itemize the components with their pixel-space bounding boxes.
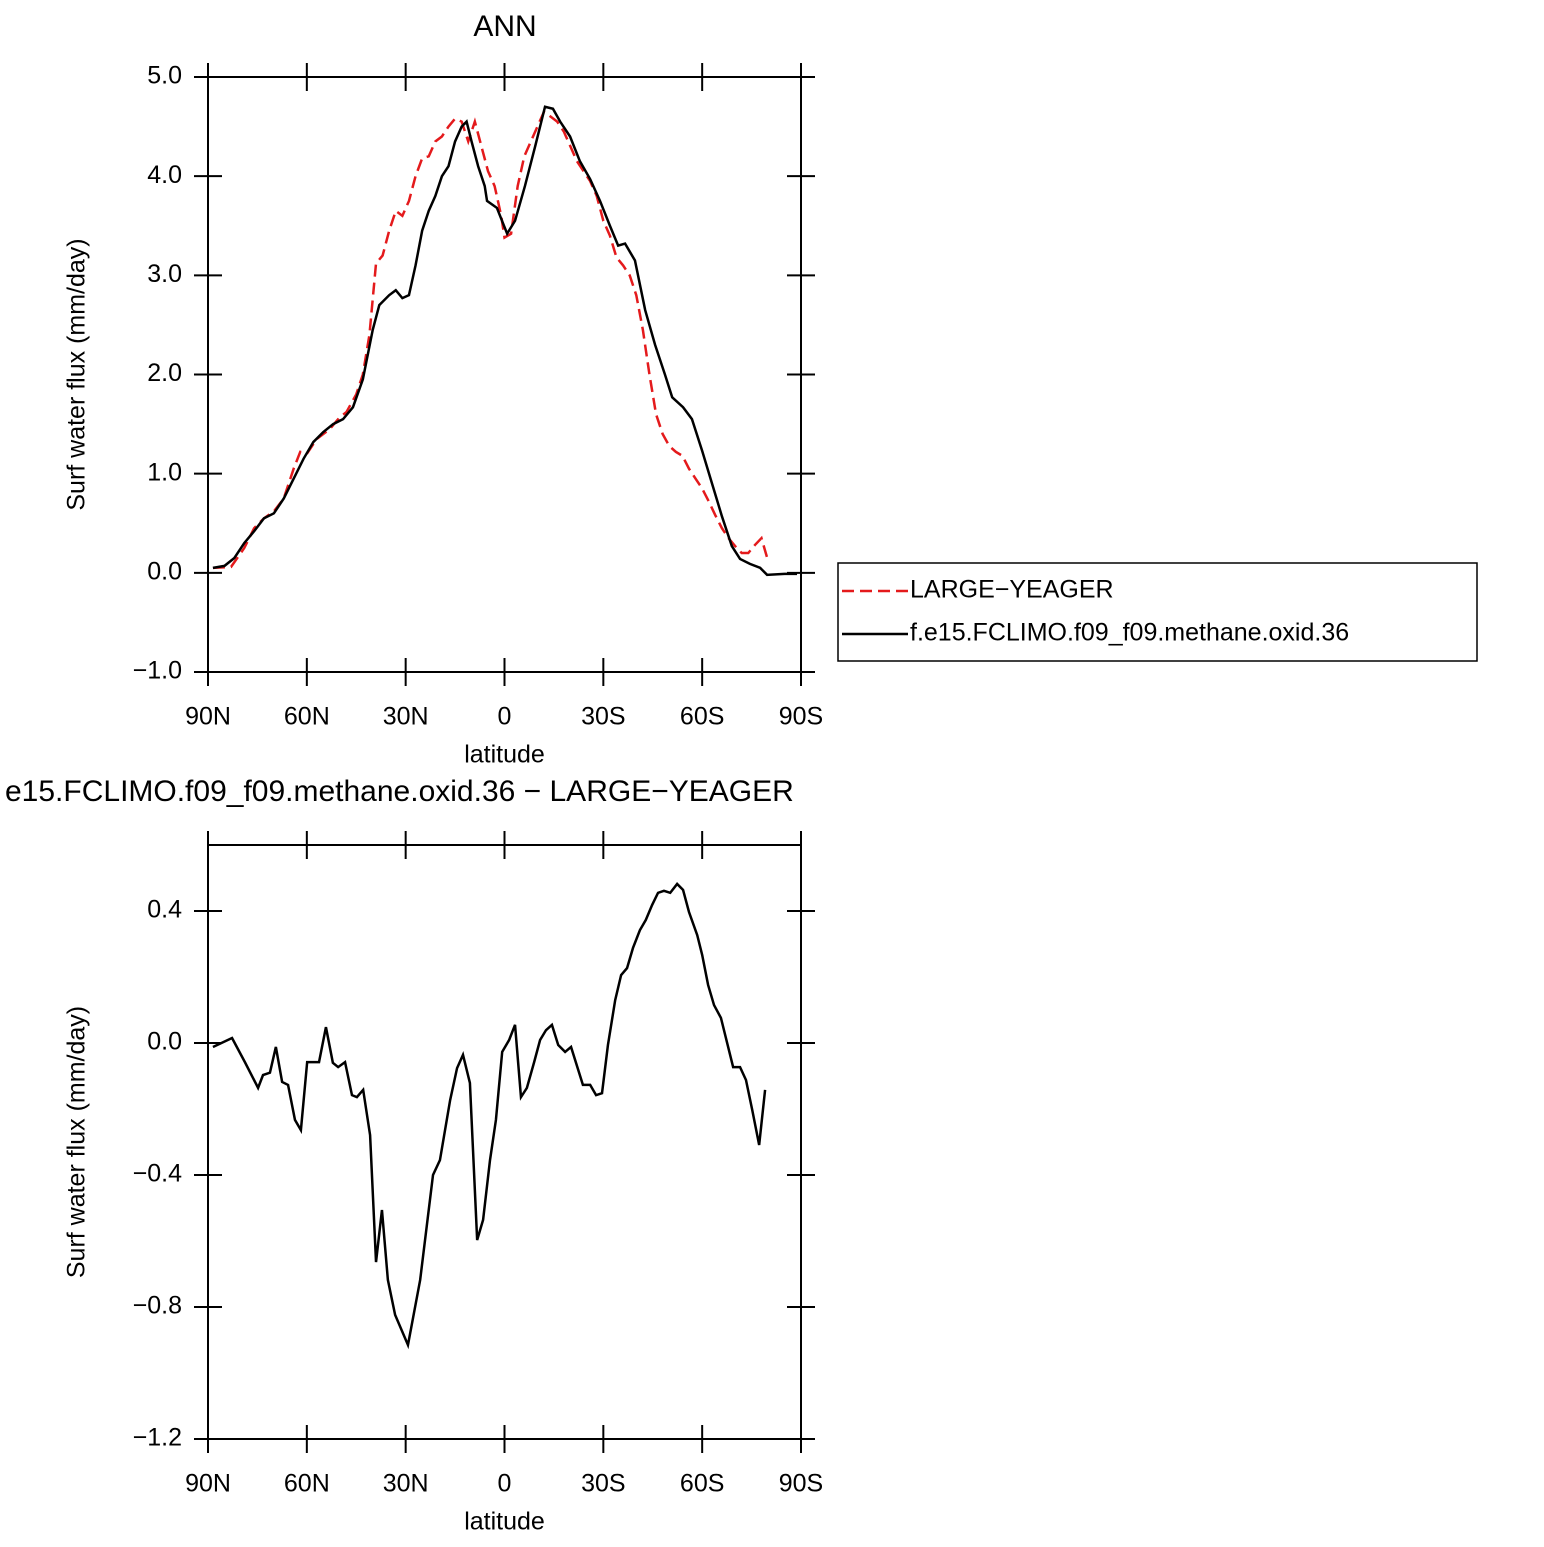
x-tick-label: 60S (680, 1470, 724, 1498)
x-tick-label: 60N (284, 703, 330, 731)
x-tick-label: 90S (779, 1470, 823, 1498)
y-tick-label: 0.4 (147, 896, 182, 924)
x-axis-label: latitude (464, 741, 545, 769)
y-tick-label: 5.0 (147, 62, 182, 90)
data-line (212, 882, 767, 1350)
x-tick-label: 90S (779, 703, 823, 731)
x-tick-label: 30N (383, 1470, 429, 1498)
legend-label: LARGE−YEAGER (910, 576, 1114, 604)
y-tick-label: 0.0 (147, 557, 182, 585)
y-axis-label: Surf water flux (mm/day) (63, 238, 91, 510)
y-tick-label: −0.4 (133, 1160, 182, 1188)
y-tick-label: −0.8 (133, 1292, 182, 1320)
y-tick-label: 0.0 (147, 1028, 182, 1056)
x-tick-label: 30N (383, 703, 429, 731)
legend-box (837, 562, 1478, 662)
x-tick-label: 90N (185, 1470, 231, 1498)
chart-title: e15.FCLIMO.f09_f09.methane.oxid.36 − LAR… (5, 775, 794, 808)
legend-label: f.e15.FCLIMO.f09_f09.methane.oxid.36 (910, 619, 1349, 647)
x-tick-label: 30S (581, 1470, 625, 1498)
y-tick-label: −1.2 (133, 1424, 182, 1452)
data-line (212, 109, 770, 570)
x-tick-label: 60S (680, 703, 724, 731)
y-tick-label: 3.0 (147, 260, 182, 288)
y-tick-label: −1.0 (133, 657, 182, 685)
data-line (212, 105, 798, 577)
x-tick-label: 0 (498, 703, 512, 731)
x-tick-label: 90N (185, 703, 231, 731)
x-tick-label: 0 (498, 1470, 512, 1498)
x-tick-label: 60N (284, 1470, 330, 1498)
y-tick-label: 4.0 (147, 161, 182, 189)
y-tick-label: 2.0 (147, 359, 182, 387)
x-tick-label: 30S (581, 703, 625, 731)
x-axis-label: latitude (464, 1508, 545, 1536)
y-tick-label: 1.0 (147, 458, 182, 486)
chart-title: ANN (473, 10, 536, 43)
y-axis-label: Surf water flux (mm/day) (63, 1006, 91, 1278)
